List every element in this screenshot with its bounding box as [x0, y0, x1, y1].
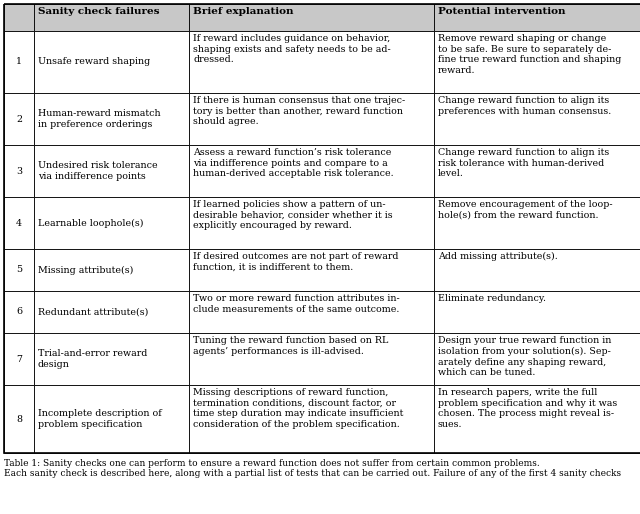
Bar [34, 93, 189, 145]
Text: Each sanity check is described here, along with a partial list of tests that can: Each sanity check is described here, alo… [4, 469, 621, 478]
Bar [434, 93, 640, 145]
Text: Potential intervention: Potential intervention [438, 7, 566, 16]
Text: Change reward function to align its
preferences with human consensus.: Change reward function to align its pref… [438, 96, 611, 116]
Text: Incomplete description of
problem specification: Incomplete description of problem specif… [38, 409, 162, 429]
Text: 7: 7 [16, 355, 22, 363]
Text: 3: 3 [16, 167, 22, 175]
Bar [4, 4, 640, 453]
Text: Brief explanation: Brief explanation [193, 7, 294, 16]
Text: Tuning the reward function based on RL
agents’ performances is ill-advised.: Tuning the reward function based on RL a… [193, 336, 388, 356]
Text: Trial-and-error reward
design: Trial-and-error reward design [38, 349, 147, 369]
Text: In research papers, write the full
problem specification and why it was
chosen. : In research papers, write the full probl… [438, 388, 617, 429]
Bar [34, 333, 189, 385]
Text: Eliminate redundancy.: Eliminate redundancy. [438, 294, 546, 303]
Bar [189, 145, 434, 197]
Bar [4, 31, 34, 93]
Text: Sanity check failures: Sanity check failures [38, 7, 159, 16]
Bar [4, 93, 34, 145]
Text: Learnable loophole(s): Learnable loophole(s) [38, 218, 143, 228]
Bar [4, 197, 34, 249]
Text: Add missing attribute(s).: Add missing attribute(s). [438, 252, 557, 261]
Text: Missing attribute(s): Missing attribute(s) [38, 265, 133, 274]
Text: If there is human consensus that one trajec-
tory is better than another, reward: If there is human consensus that one tra… [193, 96, 405, 126]
Bar [434, 291, 640, 333]
Bar [4, 333, 34, 385]
Text: 8: 8 [16, 414, 22, 424]
Text: Missing descriptions of reward function,
termination conditions, discount factor: Missing descriptions of reward function,… [193, 388, 403, 429]
Bar [434, 145, 640, 197]
Text: Design your true reward function in
isolation from your solution(s). Sep-
aratel: Design your true reward function in isol… [438, 336, 611, 377]
Bar [434, 4, 640, 31]
Text: If reward includes guidance on behavior,
shaping exists and safety needs to be a: If reward includes guidance on behavior,… [193, 34, 391, 64]
Bar [34, 197, 189, 249]
Bar [434, 333, 640, 385]
Bar [189, 249, 434, 291]
Bar [34, 385, 189, 453]
Text: If learned policies show a pattern of un-
desirable behavior, consider whether i: If learned policies show a pattern of un… [193, 200, 392, 230]
Text: If desired outcomes are not part of reward
function, it is indifferent to them.: If desired outcomes are not part of rewa… [193, 252, 399, 272]
Text: 6: 6 [16, 307, 22, 317]
Bar [189, 93, 434, 145]
Bar [434, 31, 640, 93]
Text: Remove encouragement of the loop-
hole(s) from the reward function.: Remove encouragement of the loop- hole(s… [438, 200, 612, 220]
Text: Human-reward mismatch
in preference orderings: Human-reward mismatch in preference orde… [38, 109, 161, 129]
Bar [434, 385, 640, 453]
Bar [4, 291, 34, 333]
Bar [34, 291, 189, 333]
Text: Undesired risk tolerance
via indifference points: Undesired risk tolerance via indifferenc… [38, 161, 157, 181]
Text: Unsafe reward shaping: Unsafe reward shaping [38, 58, 150, 66]
Text: 5: 5 [16, 266, 22, 274]
Text: Redundant attribute(s): Redundant attribute(s) [38, 307, 148, 317]
Bar [4, 145, 34, 197]
Bar [4, 385, 34, 453]
Bar [434, 249, 640, 291]
Bar [189, 197, 434, 249]
Bar [189, 385, 434, 453]
Text: Two or more reward function attributes in-
clude measurements of the same outcom: Two or more reward function attributes i… [193, 294, 400, 314]
Text: Change reward function to align its
risk tolerance with human-derived
level.: Change reward function to align its risk… [438, 148, 609, 178]
Text: 1: 1 [16, 58, 22, 66]
Text: Assess a reward function’s risk tolerance
via indifference points and compare to: Assess a reward function’s risk toleranc… [193, 148, 394, 178]
Bar [189, 4, 434, 31]
Bar [189, 31, 434, 93]
Bar [189, 333, 434, 385]
Bar [4, 249, 34, 291]
Bar [4, 4, 34, 31]
Text: Table 1: Sanity checks one can perform to ensure a reward function does not suff: Table 1: Sanity checks one can perform t… [4, 459, 540, 468]
Text: Remove reward shaping or change
to be safe. Be sure to separately de-
fine true : Remove reward shaping or change to be sa… [438, 34, 621, 75]
Bar [434, 197, 640, 249]
Text: 2: 2 [16, 115, 22, 123]
Bar [34, 4, 189, 31]
Text: 4: 4 [16, 218, 22, 228]
Bar [189, 291, 434, 333]
Bar [34, 145, 189, 197]
Bar [34, 249, 189, 291]
Bar [34, 31, 189, 93]
